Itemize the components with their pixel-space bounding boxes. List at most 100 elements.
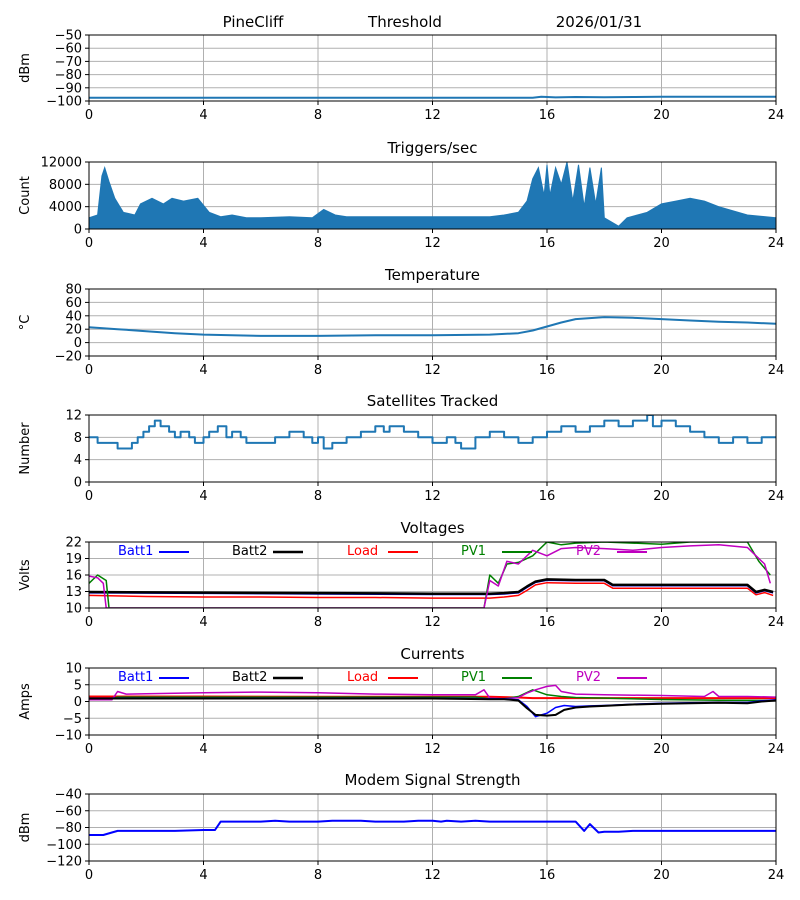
x-tick-label: 24 bbox=[768, 489, 785, 504]
temperature-grid bbox=[88, 288, 777, 357]
legend-label-batt1: Batt1 bbox=[118, 544, 153, 559]
x-tick-label: 4 bbox=[199, 363, 207, 378]
x-tick-label: 0 bbox=[85, 868, 93, 883]
x-tick-label: 0 bbox=[85, 236, 93, 251]
trigger-mode: Threshold bbox=[367, 13, 442, 31]
legend-label-load: Load bbox=[347, 544, 378, 559]
series-Batt2 bbox=[89, 578, 774, 595]
x-tick-label: 24 bbox=[768, 363, 785, 378]
x-tick-label: 8 bbox=[314, 363, 322, 378]
x-tick-label: 8 bbox=[314, 868, 322, 883]
series-PV2 bbox=[89, 544, 772, 608]
voltages-series-group bbox=[89, 542, 774, 608]
x-tick-label: 12 bbox=[424, 108, 441, 123]
x-tick-label: 12 bbox=[424, 742, 441, 757]
triggers-title: Triggers/sec bbox=[387, 139, 478, 157]
y-tick-label: 19 bbox=[65, 552, 82, 567]
y-tick-label: −100 bbox=[46, 95, 82, 110]
y-tick-label: −70 bbox=[55, 55, 82, 70]
currents-series-group bbox=[89, 684, 776, 718]
y-tick-label: 20 bbox=[65, 323, 82, 338]
y-tick-label: 4000 bbox=[49, 200, 82, 215]
series-noise bbox=[89, 95, 776, 99]
x-tick-label: 20 bbox=[653, 868, 670, 883]
x-tick-label: 24 bbox=[768, 108, 785, 123]
series-triggers bbox=[89, 162, 776, 229]
x-tick-label: 20 bbox=[653, 489, 670, 504]
y-tick-label: −100 bbox=[46, 838, 82, 853]
x-tick-label: 0 bbox=[85, 108, 93, 123]
x-tick-label: 0 bbox=[85, 742, 93, 757]
y-tick-label: 10 bbox=[65, 662, 82, 677]
y-tick-label: 8 bbox=[74, 431, 82, 446]
modem-panel: 0 4 8 12 16 20 24 −120 −100 −80 −60−40 Modem Signal… bbox=[18, 771, 784, 883]
modem-title: Modem Signal Strength bbox=[345, 771, 521, 789]
x-tick-label: 4 bbox=[199, 742, 207, 757]
temperature-series-group bbox=[89, 316, 776, 337]
legend-label-load: Load bbox=[347, 670, 378, 685]
y-tick-label: −120 bbox=[46, 855, 82, 870]
legend-label-batt2: Batt2 bbox=[232, 544, 267, 559]
x-tick-label: 0 bbox=[85, 489, 93, 504]
series-satellites bbox=[89, 415, 776, 450]
currents-title: Currents bbox=[400, 645, 464, 663]
x-tick-label: 16 bbox=[539, 236, 556, 251]
series-Load bbox=[89, 581, 774, 599]
y-tick-label: 0 bbox=[74, 336, 82, 351]
x-tick-label: 8 bbox=[314, 615, 322, 630]
voltages-title: Voltages bbox=[400, 519, 464, 537]
y-tick-label: 12 bbox=[65, 409, 82, 424]
noise-series-group bbox=[89, 95, 776, 99]
noise-grid bbox=[88, 34, 777, 102]
series-Batt2 bbox=[89, 697, 776, 717]
y-tick-label: −80 bbox=[55, 821, 82, 836]
triggers-panel: 0 4 8 12 16 20 24 0 4000 8000 12000 Triggers/sec Cou… bbox=[18, 139, 784, 251]
x-tick-label: 16 bbox=[539, 489, 556, 504]
x-tick-label: 4 bbox=[199, 236, 207, 251]
modem-grid bbox=[88, 793, 777, 862]
voltages-ylabel: Volts bbox=[18, 559, 33, 591]
x-tick-label: 16 bbox=[539, 742, 556, 757]
x-tick-label: 20 bbox=[653, 742, 670, 757]
y-tick-label: 22 bbox=[65, 536, 82, 551]
legend-label-pv2: PV2 bbox=[576, 670, 601, 685]
y-tick-label: −20 bbox=[55, 350, 82, 365]
modem-series-group bbox=[89, 819, 776, 836]
x-tick-label: 24 bbox=[768, 236, 785, 251]
series-modem bbox=[89, 819, 776, 836]
x-tick-label: 4 bbox=[199, 615, 207, 630]
station-name: PineCliff bbox=[223, 13, 284, 31]
temperature-title: Temperature bbox=[384, 266, 480, 284]
y-tick-label: 0 bbox=[74, 223, 82, 238]
x-tick-label: 4 bbox=[199, 868, 207, 883]
x-tick-label: 20 bbox=[653, 615, 670, 630]
legend-label-batt1: Batt1 bbox=[118, 670, 153, 685]
series-temperature bbox=[89, 316, 776, 337]
plot-date: 2026/01/31 bbox=[556, 13, 642, 31]
y-tick-label: 0 bbox=[74, 476, 82, 491]
y-tick-label: −80 bbox=[55, 68, 82, 83]
y-tick-label: 8000 bbox=[49, 178, 82, 193]
noise-ylabel: dBm bbox=[18, 53, 33, 83]
x-tick-label: 24 bbox=[768, 868, 785, 883]
modem-ylabel: dBm bbox=[18, 813, 33, 843]
satellites-panel: 0 4 8 12 16 20 24 0 4 8 12 Satellites Tracked Number bbox=[18, 392, 784, 504]
y-tick-label: −50 bbox=[55, 29, 82, 44]
currents-ylabel: Amps bbox=[18, 683, 33, 720]
y-tick-label: −60 bbox=[55, 42, 82, 57]
legend-label-pv2: PV2 bbox=[576, 544, 601, 559]
satellites-title: Satellites Tracked bbox=[367, 392, 498, 410]
x-tick-label: 20 bbox=[653, 363, 670, 378]
y-tick-label: 40 bbox=[65, 309, 82, 324]
y-tick-label: −40 bbox=[55, 788, 82, 803]
currents-grid bbox=[88, 667, 777, 736]
triggers-ylabel: Count bbox=[18, 176, 33, 215]
y-tick-label: 5 bbox=[74, 678, 82, 693]
y-tick-label: 0 bbox=[74, 695, 82, 710]
currents-legend: Batt1 Batt2 Load PV1 PV2 bbox=[118, 670, 647, 685]
x-tick-label: 8 bbox=[314, 742, 322, 757]
x-tick-label: 4 bbox=[199, 108, 207, 123]
